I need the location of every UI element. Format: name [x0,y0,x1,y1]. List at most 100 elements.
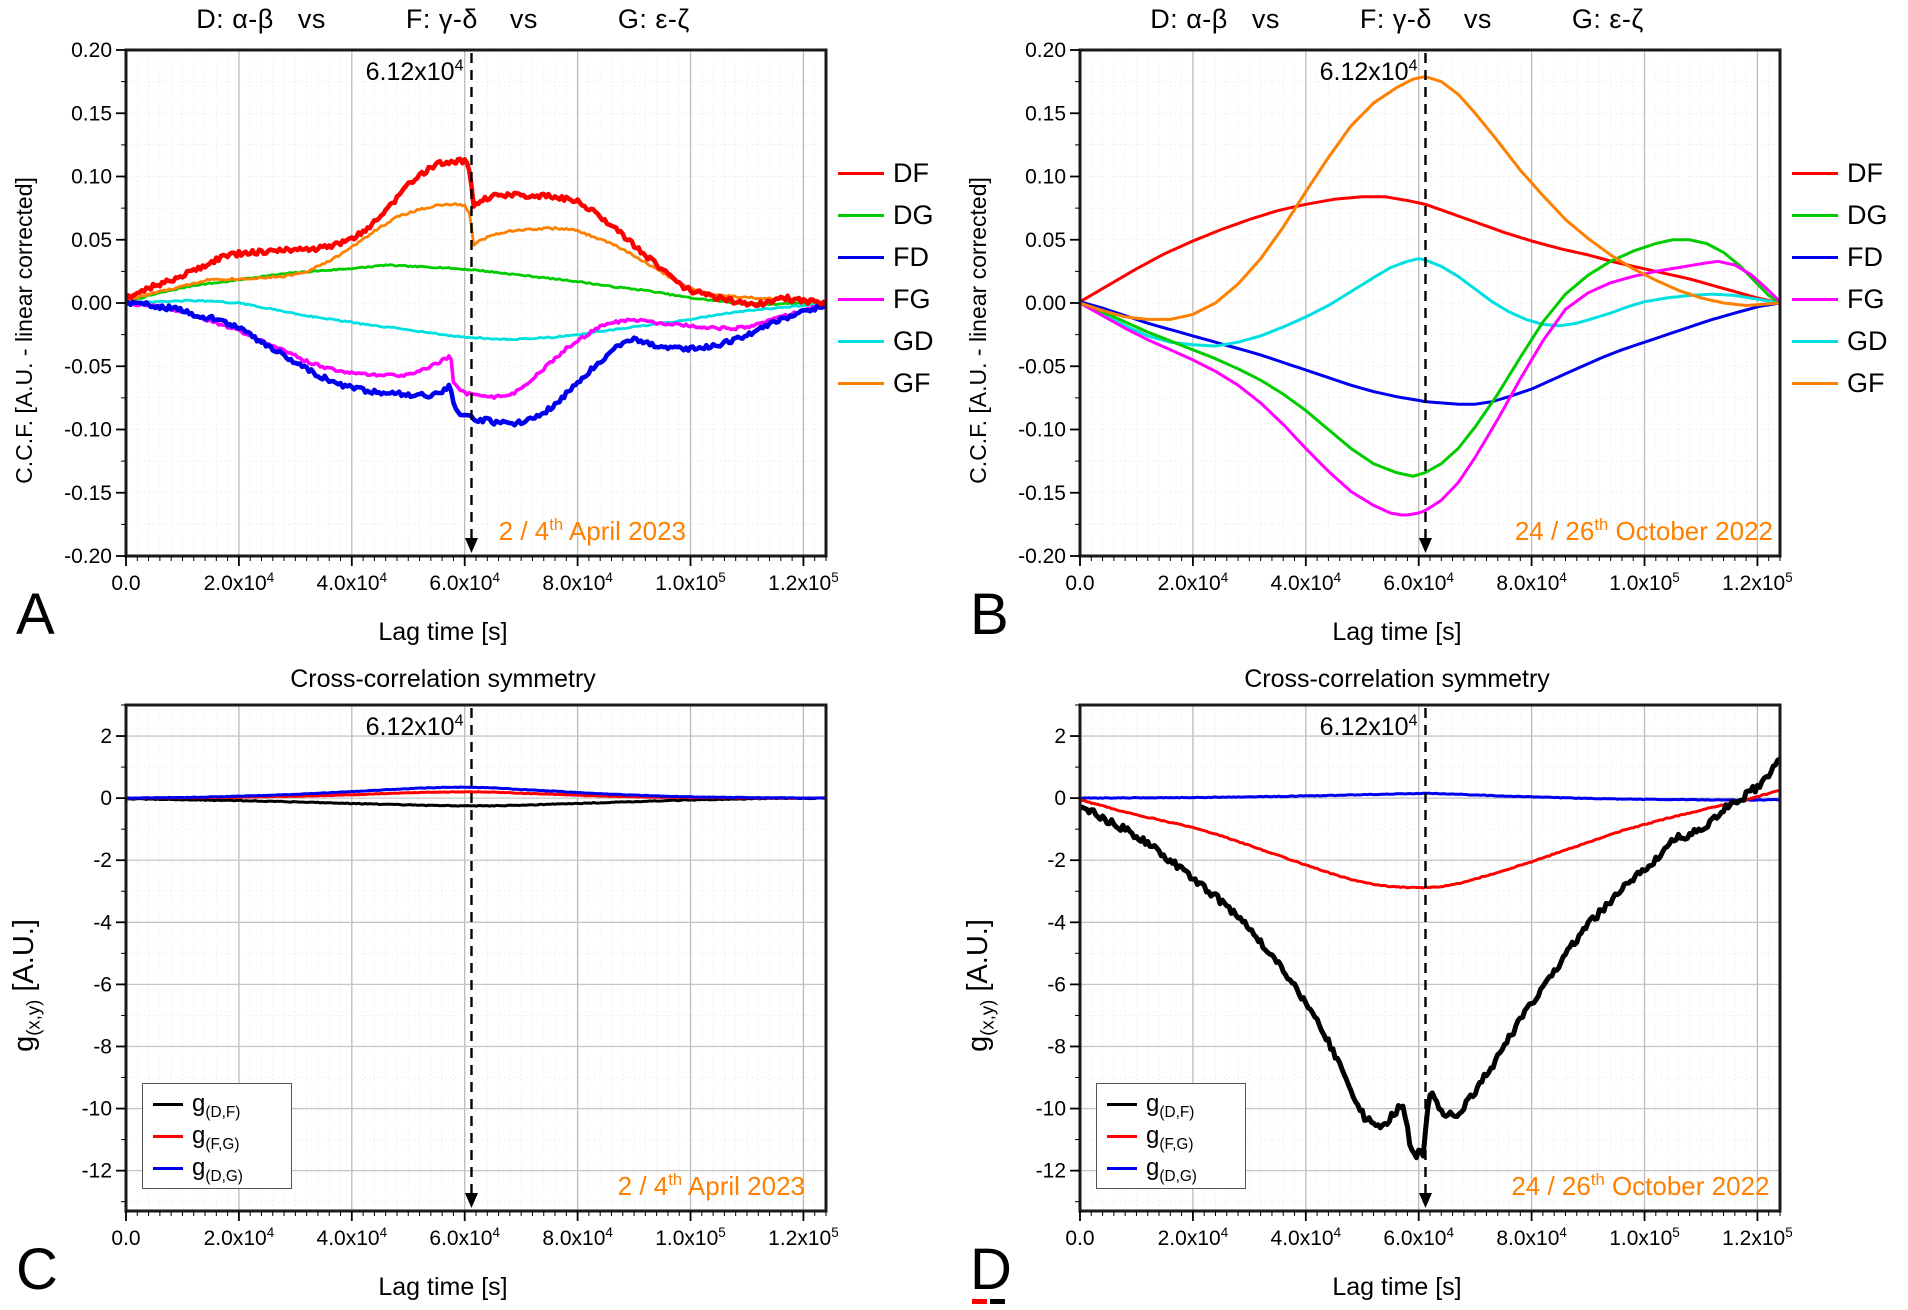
series-curves [126,785,826,808]
svg-text:0.0: 0.0 [1065,1227,1094,1250]
svg-text:2: 2 [100,725,112,748]
svg-text:-0.20: -0.20 [1018,545,1066,568]
svg-text:-10: -10 [1036,1098,1066,1121]
panel-D-letter: D [970,1237,1012,1302]
svg-text:-0.05: -0.05 [64,355,112,378]
svg-text:8.0x104: 8.0x104 [542,570,613,595]
svg-text:1.2x105: 1.2x105 [768,1225,838,1250]
svg-text:2.0x104: 2.0x104 [1158,1225,1229,1250]
panel-B-plot-canvas: 0.0 2.0x104 4.0x104 6.0x104 8.0x104 1.0x105 1.… [1018,40,1792,595]
svg-text:0.15: 0.15 [71,102,112,125]
axis-ticks [1070,49,1781,566]
series-curves [1080,756,1780,1161]
legend-line-swatch [153,1134,183,1138]
panel-C: Cross-correlation symmetry g(x,y) [A.U.]… [0,655,954,1310]
svg-text:1.2x105: 1.2x105 [1722,1225,1792,1250]
svg-text:0.0: 0.0 [111,1227,140,1250]
legend-item-g(D,G): g(D,G) [1107,1154,1235,1185]
legend-label: g(D,G) [192,1154,243,1185]
svg-text:-12: -12 [1036,1160,1066,1183]
svg-text:0.20: 0.20 [1025,40,1066,62]
panel-C-y-axis-label: g(x,y) [A.U.] [0,695,48,1275]
legend-item-DG: DG [1792,202,1908,229]
svg-text:0: 0 [100,787,112,810]
minor-grid [1080,704,1780,1211]
svg-text:0.20: 0.20 [71,40,112,62]
svg-text:4.0x104: 4.0x104 [317,570,388,595]
svg-text:6.12x104: 6.12x104 [1320,58,1418,87]
legend-label: GD [893,326,934,356]
y-axis-label-text: g(x,y) [A.U.] [961,918,998,1052]
legend-line-swatch [1107,1166,1137,1170]
legend-line-swatch [153,1102,183,1106]
axis-ticks [116,704,827,1221]
svg-text:-6: -6 [1047,973,1066,996]
curve-FD [126,299,826,428]
legend-label: g(D,G) [1146,1154,1197,1185]
svg-text:6.0x104: 6.0x104 [429,570,500,595]
legend-line-swatch [1792,172,1838,175]
panel-A-x-axis-label: Lag time [s] [378,618,508,646]
legend-label: DG [893,200,934,230]
svg-text:4.0x104: 4.0x104 [1271,570,1342,595]
panel-B: D: α-β vs F: γ-δ vs G: ε-ζ C.C.F. [A.U. … [954,0,1908,655]
svg-text:-2: -2 [1047,849,1066,872]
svg-text:6.0x104: 6.0x104 [1383,570,1454,595]
y-axis-label-text: C.C.F. [A.U. - linear corrected] [10,176,37,484]
major-grid [238,50,805,556]
svg-text:-8: -8 [1047,1035,1066,1058]
svg-text:-4: -4 [1047,911,1066,934]
legend-item-FG: FG [838,286,954,313]
legend-label: DG [1847,200,1888,230]
curve-GF [1080,75,1780,321]
panel-C-plot-canvas: 0.0 2.0x104 4.0x104 6.0x104 8.0x104 1.0x105 1.… [82,703,838,1250]
svg-text:24 / 26th October 2022: 24 / 26th October 2022 [1511,1170,1769,1201]
svg-text:0.0: 0.0 [1065,572,1094,595]
legend-line-swatch [1107,1102,1137,1106]
curve-FG [126,301,826,400]
curve-GD [1080,257,1780,348]
svg-text:-4: -4 [93,911,112,934]
minor-grid [126,704,826,1211]
svg-text:-0.10: -0.10 [1018,419,1066,442]
panel-D-x-axis-label: Lag time [s] [1332,1273,1462,1301]
svg-text:-0.15: -0.15 [1018,482,1066,505]
curve-g(F,G) [1080,788,1780,890]
svg-text:6.12x104: 6.12x104 [366,713,464,742]
legend-item-GD: GD [838,328,954,355]
legend-line-swatch [1792,382,1838,385]
y-axis-label-text: C.C.F. [A.U. - linear corrected] [964,176,991,484]
curve-GD [126,298,826,342]
svg-text:2 / 4th April 2023: 2 / 4th April 2023 [499,515,686,546]
svg-text:-0.20: -0.20 [64,545,112,568]
svg-text:0.05: 0.05 [1025,229,1066,252]
panel-D-y-axis-label: g(x,y) [A.U.] [954,695,1002,1275]
svg-text:1.2x105: 1.2x105 [1722,570,1792,595]
curve-FG [1080,259,1780,517]
panel-A-legend: DF DG FD FG GD GF [838,160,954,397]
legend-line-swatch [838,340,884,343]
svg-text:0.0: 0.0 [111,572,140,595]
panel-A: D: α-β vs F: γ-δ vs G: ε-ζ C.C.F. [A.U. … [0,0,954,655]
major-grid [1192,50,1759,556]
legend-item-GD: GD [1792,328,1908,355]
svg-text:4.0x104: 4.0x104 [1271,1225,1342,1250]
legend-item-GF: GF [838,370,954,397]
svg-text:-0.05: -0.05 [1018,355,1066,378]
legend-label: GF [893,368,931,398]
panel-D-plot-canvas: 0.0 2.0x104 4.0x104 6.0x104 8.0x104 1.0x105 1.… [1036,703,1792,1250]
curve-g(D,G) [1080,791,1780,802]
svg-text:1.0x105: 1.0x105 [1609,1225,1680,1250]
svg-text:1.0x105: 1.0x105 [1609,570,1680,595]
artifact-dash [972,1299,987,1304]
annotation-arrow [1418,53,1432,553]
legend-label: GF [1847,368,1885,398]
svg-text:24 / 26th October 2022: 24 / 26th October 2022 [1515,515,1773,546]
curve-g(D,F) [1080,756,1780,1161]
legend-line-swatch [153,1166,183,1170]
svg-text:1.0x105: 1.0x105 [655,570,726,595]
legend-label: DF [1847,158,1883,188]
svg-text:1.0x105: 1.0x105 [655,1225,726,1250]
panel-C-title: Cross-correlation symmetry [290,665,596,693]
panel-B-legend: DF DG FD FG GD GF [1792,160,1908,397]
